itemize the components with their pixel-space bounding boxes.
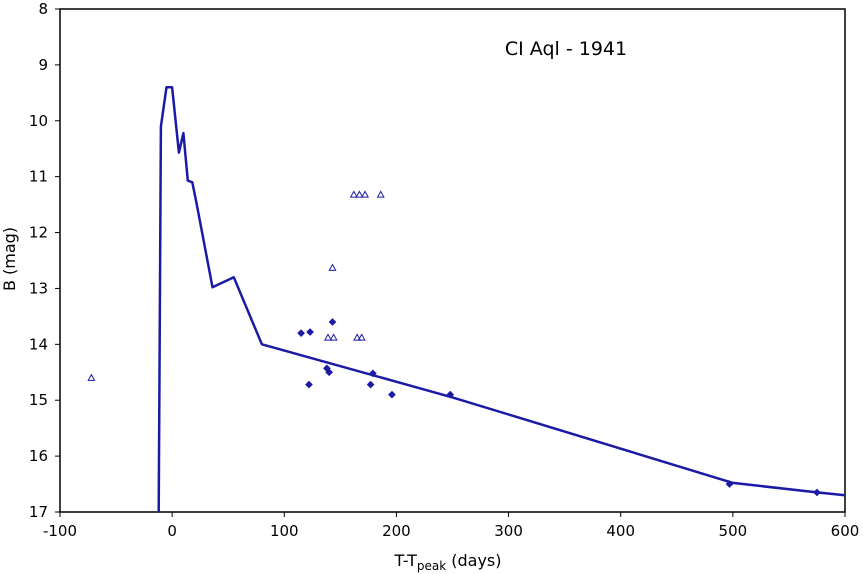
x-tick-label: -100 [43, 522, 77, 540]
y-tick-label: 13 [29, 279, 48, 297]
x-tick-label: 100 [270, 522, 299, 540]
x-tick-label: 500 [719, 522, 748, 540]
x-tick-label: 300 [494, 522, 523, 540]
diamond-point [305, 380, 313, 389]
triangle-point [87, 373, 96, 381]
triangle-point [328, 263, 337, 271]
y-tick-label: 9 [38, 56, 48, 74]
y-tick-label: 16 [29, 447, 48, 465]
triangle-point [357, 333, 366, 341]
y-axis: 8 9 10 11 12 13 14 15 16 17 [29, 0, 60, 521]
series-triangle [87, 190, 385, 381]
triangle-point [349, 190, 358, 198]
triangle-point [376, 190, 385, 198]
triangle-point [329, 333, 338, 341]
chart-title: CI Aql - 1941 [505, 38, 627, 60]
diamond-point [387, 390, 396, 399]
x-axis-title-subscript: peak [417, 559, 446, 573]
series-line [157, 85, 846, 513]
diamond-point [446, 390, 455, 399]
triangle-point [323, 333, 333, 341]
triangle-point [355, 190, 364, 198]
diamond-point [325, 368, 334, 377]
diamond-point [813, 488, 821, 497]
y-tick-label: 14 [29, 335, 48, 353]
y-tick-label: 12 [29, 224, 48, 242]
x-axis-title-main: T-T [393, 551, 417, 570]
x-tick-label: 200 [382, 522, 411, 540]
series-diamond [297, 318, 821, 497]
x-tick-label: 0 [167, 522, 177, 540]
plot-frame [59, 8, 846, 513]
diamond-point [366, 380, 375, 389]
diamond-point [306, 328, 315, 336]
diamond-point [297, 329, 306, 338]
triangle-point [360, 190, 370, 198]
x-tick-label: 600 [831, 522, 860, 540]
series-line [157, 85, 846, 513]
y-tick-label: 8 [38, 0, 48, 18]
x-axis-title-tail: (days) [446, 551, 501, 570]
x-tick-label: 400 [606, 522, 635, 540]
diamond-point [328, 318, 337, 326]
x-axis: -100 0 100 200 300 400 500 600 [43, 512, 859, 540]
y-tick-label: 15 [29, 391, 48, 409]
diamond-point [725, 480, 734, 489]
y-tick-label: 11 [29, 168, 48, 186]
y-tick-label: 17 [29, 503, 48, 521]
y-tick-label: 10 [29, 112, 48, 130]
diamond-point [368, 369, 377, 378]
x-axis-title: T-Tpeak (days) [393, 551, 501, 573]
triangle-point [353, 333, 362, 341]
y-axis-title: B (mag) [0, 227, 19, 291]
plot-area [59, 8, 846, 513]
